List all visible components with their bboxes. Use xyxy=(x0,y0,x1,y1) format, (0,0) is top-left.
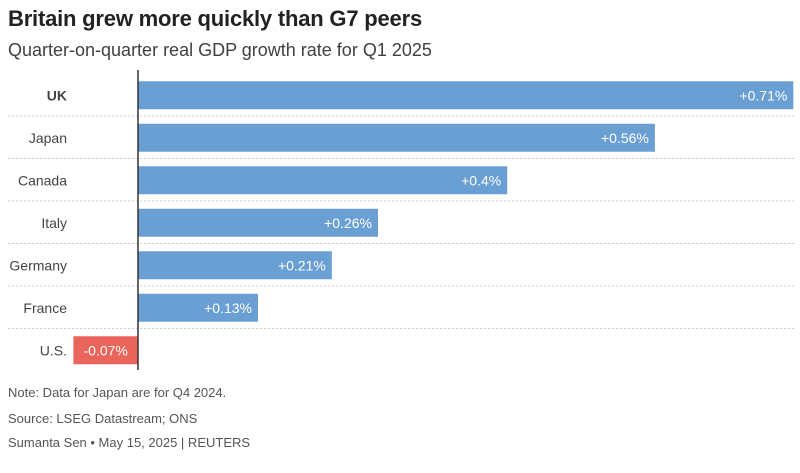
data-label: +0.26% xyxy=(324,215,372,231)
footnote-text: Note: Data for Japan are for Q4 2024. xyxy=(8,385,227,400)
category-label: Germany xyxy=(9,257,67,273)
bar-canada xyxy=(138,166,508,195)
category-label: France xyxy=(23,300,67,316)
category-label: Japan xyxy=(29,130,67,146)
source-text: Source: LSEG Datastream; ONS xyxy=(8,411,198,426)
bar-us xyxy=(73,336,138,365)
data-label: +0.56% xyxy=(601,130,649,146)
byline-text: Sumanta Sen • May 15, 2025 | REUTERS xyxy=(8,435,251,450)
category-label: UK xyxy=(47,87,67,103)
bar-italy xyxy=(138,208,378,237)
chart-title: Britain grew more quickly than G7 peers xyxy=(8,6,422,31)
bar-france xyxy=(138,293,258,322)
category-label: U.S. xyxy=(40,342,67,358)
data-label: -0.07% xyxy=(84,342,128,358)
category-label: Italy xyxy=(41,215,67,231)
bar-germany xyxy=(138,251,332,280)
data-label: +0.21% xyxy=(278,257,326,273)
data-label: +0.71% xyxy=(739,87,787,103)
data-label: +0.13% xyxy=(204,300,252,316)
bar-uk xyxy=(138,81,794,110)
chart-subtitle: Quarter-on-quarter real GDP growth rate … xyxy=(8,40,432,60)
bar-chart: UK +0.71% Japan +0.56% Canada +0.4% Italy +0.26… xyxy=(8,70,795,370)
category-label: Canada xyxy=(18,172,67,188)
data-label: +0.4% xyxy=(461,172,501,188)
bar-japan xyxy=(138,123,655,152)
